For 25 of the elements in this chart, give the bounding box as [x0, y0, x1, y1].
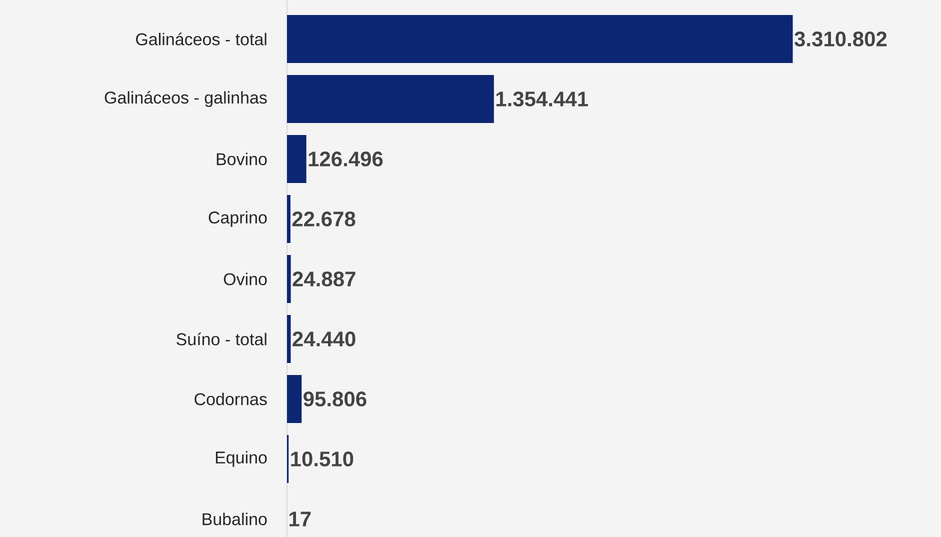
- data-label: 10.510: [291, 452, 354, 466]
- y-tick-label: Suíno - total: [176, 332, 266, 346]
- data-label: 3.310.802: [794, 32, 887, 46]
- bar: [287, 134, 306, 183]
- y-tick-label: Caprino: [208, 211, 267, 227]
- y-tick-label: Equino: [216, 451, 267, 467]
- data-label: 95.806: [304, 392, 366, 406]
- data-label: 22.678: [292, 212, 356, 226]
- bar: [287, 194, 290, 243]
- data-label: 1.354.441: [496, 92, 588, 106]
- y-tick-label: Galináceos - total: [136, 32, 266, 46]
- data-label: 24.887: [292, 272, 356, 286]
- bar: [287, 14, 793, 63]
- y-tick-label: Ovino: [224, 272, 267, 286]
- y-tick-label: Codornas: [194, 392, 267, 406]
- y-tick-label: Bubalino: [202, 512, 267, 526]
- data-label: 24.440: [292, 332, 356, 346]
- bar: [287, 74, 494, 123]
- data-label: 126.496: [308, 152, 383, 166]
- bar: [287, 314, 291, 363]
- data-label: 17: [290, 512, 311, 526]
- y-tick-label: Galináceos - galinhas: [104, 90, 267, 108]
- y-tick-label: Bovino: [216, 152, 267, 166]
- bar: [287, 254, 291, 303]
- bar: [287, 374, 302, 423]
